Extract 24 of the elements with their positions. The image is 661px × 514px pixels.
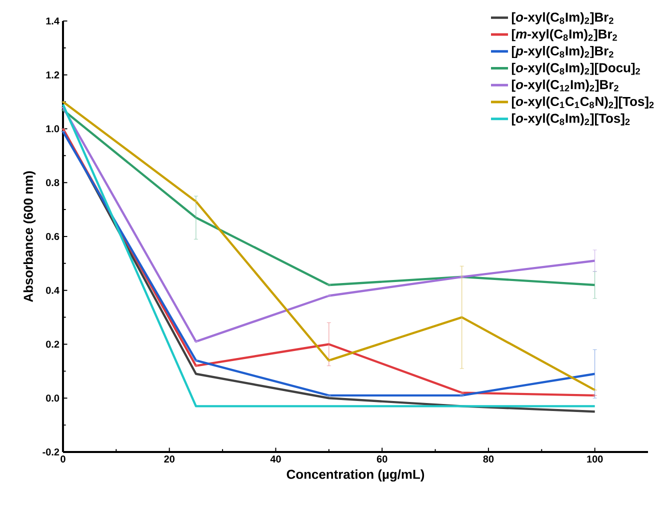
legend-label: [o-xyl(C$_{8}$Im)$_{2}$][Tos]$_{2}$: [512, 113, 630, 126]
y-tick-label: -0.2: [42, 448, 60, 456]
legend-label: [o-xyl(C$_{8}$Im)$_{2}$]Br$_{2}$: [512, 12, 614, 24]
y-axis-title: Absorbance (600 nm): [23, 171, 36, 302]
text: [o-xyl(C$_{1}$C$_{1}$C$_{8}$N)$_{2}$][Tos]$_{2}$: [512, 96, 654, 109]
y-tick-label: 1.4: [46, 18, 60, 24]
y-tick-label: 0.4: [46, 286, 60, 294]
x-tick-label: 0: [60, 456, 66, 463]
x-tick-label: 40: [270, 456, 281, 463]
y-tick-label: 0.8: [46, 179, 60, 186]
y-tick-label: 1.2: [46, 71, 60, 78]
x-tick-label: 60: [376, 456, 388, 463]
legend-label: [p-xyl(C$_{8}$Im)$_{2}$]Br$_{2}$: [512, 46, 614, 58]
x-tick-label: 20: [164, 456, 175, 463]
x-axis-title: Concentration (µg/mL): [286, 469, 424, 482]
legend-label: [o-xyl(C$_{8}$Im)$_{2}$][Docu]$_{2}$: [512, 62, 640, 75]
legend-label: [m-xyl(C$_{8}$Im)$_{2}$]Br$_{2}$: [512, 29, 617, 42]
x-tick-label: 80: [483, 456, 494, 463]
y-tick-label: 0.0: [46, 394, 60, 402]
y-tick-label: 0.6: [46, 232, 60, 240]
y-tick-label: 1.0: [46, 125, 60, 132]
legend-label: [o-xyl(C$_{12}$Im)$_{2}$]Br$_{2}$: [512, 80, 618, 92]
y-tick-label: 0.2: [46, 340, 60, 348]
x-tick-label: 100: [587, 456, 603, 463]
